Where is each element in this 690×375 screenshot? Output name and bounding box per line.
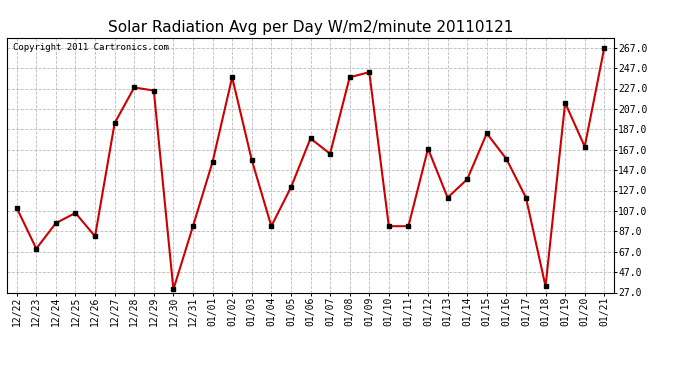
Text: Copyright 2011 Cartronics.com: Copyright 2011 Cartronics.com: [13, 43, 169, 52]
Title: Solar Radiation Avg per Day W/m2/minute 20110121: Solar Radiation Avg per Day W/m2/minute …: [108, 20, 513, 35]
